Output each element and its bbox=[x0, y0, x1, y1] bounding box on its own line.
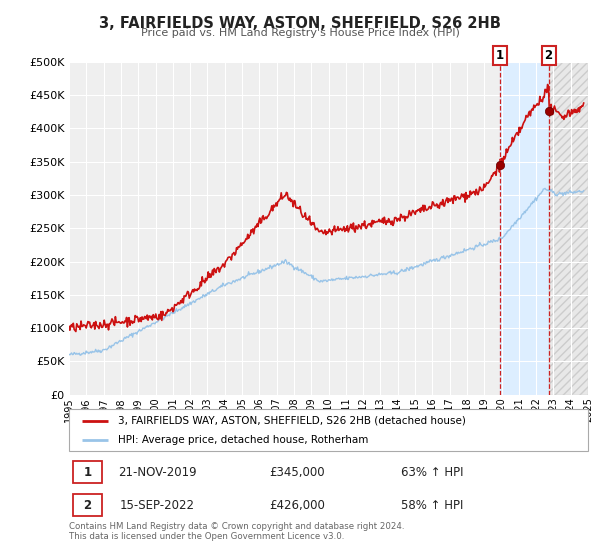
Bar bbox=[548, 62, 588, 395]
Text: 2: 2 bbox=[83, 498, 91, 512]
Text: This data is licensed under the Open Government Licence v3.0.: This data is licensed under the Open Gov… bbox=[69, 532, 344, 541]
Text: Contains HM Land Registry data © Crown copyright and database right 2024.: Contains HM Land Registry data © Crown c… bbox=[69, 522, 404, 531]
Text: 15-SEP-2022: 15-SEP-2022 bbox=[120, 498, 195, 512]
Text: £345,000: £345,000 bbox=[269, 465, 325, 479]
Text: Price paid vs. HM Land Registry's House Price Index (HPI): Price paid vs. HM Land Registry's House … bbox=[140, 28, 460, 38]
Text: 21-NOV-2019: 21-NOV-2019 bbox=[118, 465, 197, 479]
Text: 1: 1 bbox=[496, 49, 504, 62]
Text: £426,000: £426,000 bbox=[269, 498, 325, 512]
Text: 63% ↑ HPI: 63% ↑ HPI bbox=[401, 465, 464, 479]
Text: 1: 1 bbox=[83, 465, 91, 479]
Text: 3, FAIRFIELDS WAY, ASTON, SHEFFIELD, S26 2HB: 3, FAIRFIELDS WAY, ASTON, SHEFFIELD, S26… bbox=[99, 16, 501, 31]
Text: 2: 2 bbox=[544, 49, 553, 62]
Bar bbox=[73, 461, 101, 483]
Text: 3, FAIRFIELDS WAY, ASTON, SHEFFIELD, S26 2HB (detached house): 3, FAIRFIELDS WAY, ASTON, SHEFFIELD, S26… bbox=[118, 416, 466, 426]
Text: 58% ↑ HPI: 58% ↑ HPI bbox=[401, 498, 463, 512]
Bar bbox=[500, 62, 548, 395]
Text: HPI: Average price, detached house, Rotherham: HPI: Average price, detached house, Roth… bbox=[118, 435, 368, 445]
Bar bbox=[73, 494, 101, 516]
